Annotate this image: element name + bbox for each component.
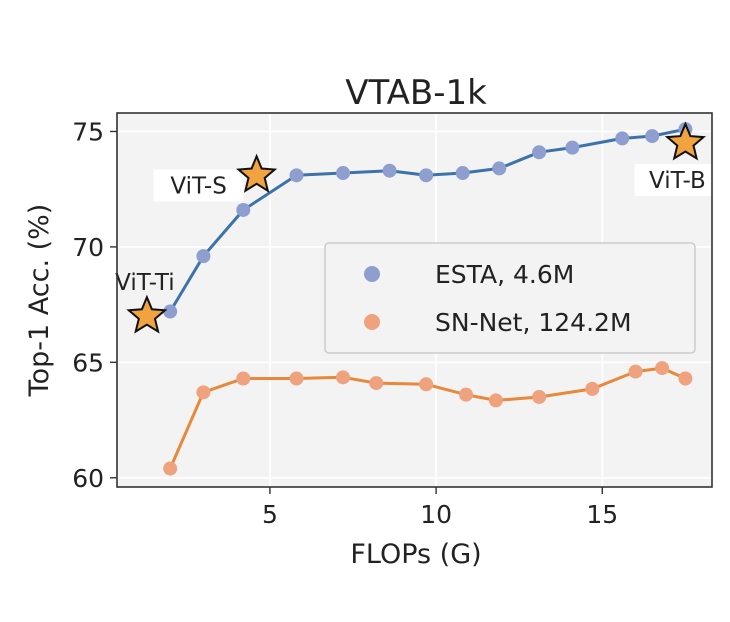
data-point-esta	[615, 131, 630, 146]
series-line-sn-net	[168, 366, 687, 470]
y-tick-label: 70	[72, 233, 104, 262]
anchor-star-vit-b	[664, 121, 706, 161]
series-esta	[163, 122, 693, 319]
anchor-layer: ViT-Ti ViT-S ViT-B	[115, 121, 721, 334]
data-point-sn-net	[655, 361, 670, 376]
y-axis-label: Top-1 Acc. (%)	[24, 204, 55, 398]
data-point-esta	[645, 129, 660, 144]
legend-box	[324, 242, 696, 354]
data-point-esta	[236, 202, 251, 217]
data-point-esta	[532, 145, 547, 160]
plot-frame	[116, 112, 713, 488]
data-point-esta	[336, 166, 351, 181]
data-point-sn-net	[459, 387, 474, 402]
data-point-esta	[289, 168, 304, 183]
y-tick-label: 75	[72, 117, 104, 146]
tick-layer: 5 10 15 60 65 70 75	[72, 117, 618, 529]
x-tick-label: 5	[262, 500, 278, 529]
data-point-sn-net	[196, 385, 211, 400]
data-point-sn-net	[369, 376, 384, 391]
data-point-sn-net	[289, 371, 304, 386]
data-point-sn-net	[336, 370, 351, 385]
anchor-label-vit-b: ViT-B	[649, 168, 706, 194]
anchor-star-vit-ti	[126, 294, 168, 334]
data-point-sn-net	[419, 377, 434, 392]
series-line-esta	[168, 127, 686, 313]
anchor-label-bg	[153, 169, 244, 202]
data-point-esta	[419, 168, 434, 183]
data-point-sn-net	[628, 364, 643, 379]
data-point-esta	[565, 140, 580, 155]
series-sn-net	[163, 361, 693, 476]
chart-title: VTAB-1k	[345, 73, 487, 113]
data-point-sn-net	[236, 371, 251, 386]
data-point-esta	[455, 166, 470, 181]
data-point-esta	[492, 161, 507, 176]
y-tick-label: 65	[72, 348, 104, 377]
data-point-esta	[382, 163, 397, 178]
data-point-sn-net	[585, 381, 600, 396]
legend-label-sn-net: SN-Net, 124.2M	[435, 308, 632, 337]
data-point-sn-net	[678, 371, 693, 386]
anchor-vit-ti: ViT-Ti	[115, 270, 175, 334]
anchor-label-vit-ti: ViT-Ti	[115, 270, 174, 296]
anchor-label-bg	[634, 164, 721, 197]
data-point-esta	[196, 249, 211, 264]
anchor-vit-s: ViT-S	[153, 153, 278, 202]
legend-marker-esta	[364, 266, 380, 282]
x-tick-label: 15	[586, 500, 618, 529]
legend-label-esta: ESTA, 4.6M	[435, 260, 574, 289]
legend: ESTA, 4.6M SN-Net, 124.2M	[324, 242, 696, 354]
data-point-sn-net	[163, 461, 178, 476]
anchor-star-vit-s	[236, 153, 278, 193]
legend-marker-sn-net	[364, 314, 380, 330]
data-point-esta	[163, 304, 178, 319]
data-point-sn-net	[532, 389, 547, 404]
y-tick-label: 60	[72, 464, 104, 493]
x-axis-label: FLOPs (G)	[350, 539, 481, 570]
anchor-label-vit-s: ViT-S	[170, 173, 226, 199]
x-tick-label: 10	[420, 500, 452, 529]
anchor-vit-b: ViT-B	[634, 121, 721, 197]
series-layer	[163, 122, 693, 476]
data-point-sn-net	[488, 393, 503, 408]
